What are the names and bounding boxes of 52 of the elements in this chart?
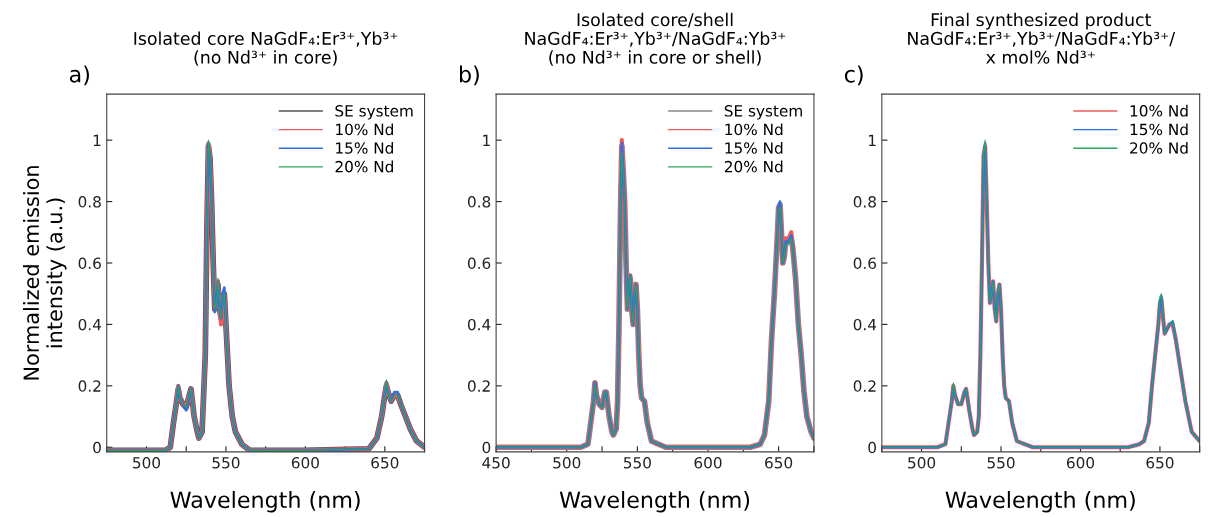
y-tick-label: 0.8 [853,196,876,208]
y-axis-title: Normalized emission intensity (a.u.) [22,166,67,380]
legend-label: 20% Nd [1130,142,1188,154]
x-axis-title: Wavelength (nm) [170,490,360,513]
x-tick-label: 550 [623,456,651,469]
y-tick-label: 0.4 [467,318,491,331]
legend-label: 10% Nd [725,123,783,136]
y-tick-label: 0.2 [78,380,101,392]
y-tick-label: 0 [868,441,876,454]
x-tick-label: 450 [482,456,510,469]
x-tick-label: 550 [212,456,240,469]
legend-label: 10% Nd [336,123,393,136]
y-tick-label: 1 [93,134,101,146]
y-tick-label: 0.2 [853,380,876,392]
legend-label: 15% Nd [336,142,393,154]
x-tick-label: 500 [553,456,581,469]
y-tick-label: 0.6 [853,257,877,270]
x-tick-label: 550 [987,456,1015,469]
y-tick-label: 0.4 [78,318,102,331]
legend-label: 15% Nd [725,142,783,154]
x-tick-label: 600 [291,456,319,469]
legend-label: 10% Nd [1130,104,1188,117]
legend-label: 20% Nd [335,160,393,173]
x-tick-label: 600 [1066,456,1095,469]
x-tick-label: 650 [765,456,793,469]
x-axis-title: Wavelength (nm) [945,490,1135,513]
legend-label: SE system [724,105,802,120]
x-axis-title: Wavelength (nm) [559,490,750,513]
y-tick-label: 1 [868,134,876,146]
y-tick-label: 0.8 [467,196,491,208]
y-tick-label: 0.2 [467,380,490,392]
y-tick-label: 0.8 [78,196,101,208]
x-tick-label: 600 [694,456,722,469]
legend-label: 20% Nd [724,160,783,173]
y-tick-label: 0 [482,441,491,454]
y-tick-label: 1 [483,134,490,146]
chart-title: Final synthesized product NaGdF₄:Er³⁺,Yb³⁺/NaGdF₄:Yb³⁺/ x mol% Nd³⁺ [908,12,1176,64]
chart-title: Isolated core/shell NaGdF₄:Er³⁺,Yb³⁺/NaGdF₄:Yb³⁺ (no Nd³⁺ in core or shell) [525,12,786,66]
y-tick-label: 0.6 [78,257,101,270]
text: b) [460,65,479,86]
chart-title: Isolated core NaGdF₄:Er³⁺,Yb³⁺ (no Nd³⁺ in core) [134,31,398,66]
y-tick-label: 0 [93,441,101,454]
legend-label: SE system [335,105,413,120]
x-tick-label: 650 [371,456,399,469]
x-tick-label: 500 [133,456,161,469]
x-tick-label: 650 [1146,456,1174,469]
y-tick-label: 0.4 [853,318,877,331]
y-tick-label: 0.6 [467,257,491,270]
text: c) [844,65,863,86]
x-tick-label: 500 [908,456,936,469]
text: a) [69,65,89,86]
legend-label: 15% Nd [1130,123,1188,136]
